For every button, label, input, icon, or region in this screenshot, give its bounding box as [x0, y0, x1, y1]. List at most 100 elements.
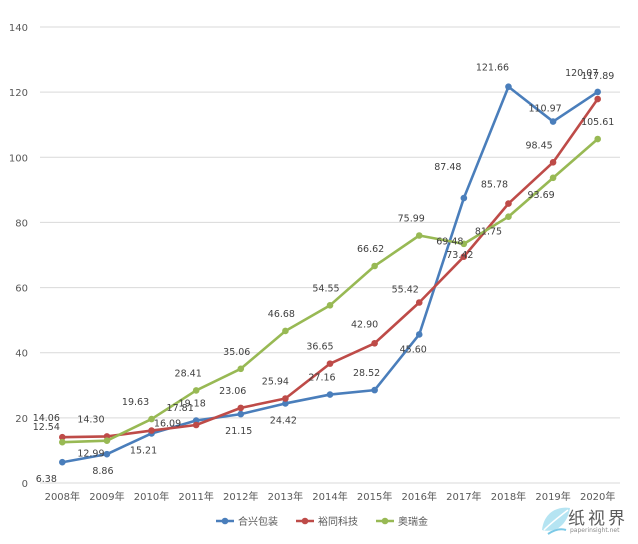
data-point: [415, 232, 423, 239]
data-point: [415, 331, 423, 338]
data-point: [192, 421, 200, 429]
data-point: [192, 387, 200, 394]
x-tick-label: 2017年: [446, 490, 481, 503]
data-point: [59, 438, 66, 446]
data-point: [59, 433, 66, 441]
legend-marker: [381, 517, 389, 525]
data-point: [148, 415, 155, 423]
data-label: 35.06: [223, 347, 250, 358]
data-point: [282, 400, 289, 407]
data-label: 117.89: [581, 71, 614, 82]
data-point: [549, 118, 557, 125]
data-label: 73.42: [446, 250, 473, 261]
data-point: [460, 240, 468, 248]
data-point: [326, 302, 334, 309]
x-tick-label: 2020年: [580, 490, 615, 503]
y-tick-label: 60: [15, 284, 28, 295]
data-label: 17.81: [167, 403, 194, 414]
data-label: 21.15: [225, 426, 252, 437]
x-tick-label: 2014年: [312, 490, 347, 503]
watermark-title: 纸视界: [568, 509, 628, 529]
data-label: 14.06: [33, 413, 60, 424]
data-point: [237, 404, 245, 412]
data-point: [415, 299, 423, 306]
y-tick-labels: 0 20 40 60 80 100 120 140: [9, 23, 28, 490]
data-label: 25.94: [262, 377, 289, 388]
data-point: [549, 174, 557, 182]
data-point: [594, 88, 601, 96]
x-tick-label: 2019年: [535, 490, 570, 503]
x-tick-label: 2013年: [268, 490, 303, 503]
legend-marker: [301, 517, 309, 525]
data-label: 87.48: [434, 162, 461, 173]
data-label: 42.90: [351, 319, 378, 330]
legend: 合兴包装 裕同科技 奥瑞金: [216, 515, 428, 528]
x-tick-label: 2008年: [45, 490, 80, 503]
y-tick-label: 0: [22, 479, 28, 490]
data-labels: 6.38 8.86 15.21 19.18 21.15 24.42 27.16 28.52 45…: [33, 63, 615, 485]
data-label: 69.48: [436, 237, 463, 248]
y-tick-label: 80: [15, 218, 28, 229]
data-point: [103, 437, 111, 444]
data-label: 28.52: [353, 368, 380, 379]
data-point: [237, 410, 245, 418]
data-label: 19.63: [122, 397, 149, 408]
data-label: 98.45: [525, 140, 552, 151]
data-label: 6.38: [36, 474, 57, 485]
series-layer: [59, 83, 601, 466]
data-label: 121.66: [476, 63, 509, 74]
data-point: [549, 159, 557, 166]
data-label: 105.61: [581, 117, 614, 128]
watermark-leaf-icon: [542, 507, 570, 535]
data-point: [371, 339, 378, 347]
data-label: 19.18: [179, 399, 206, 410]
data-point: [594, 135, 601, 143]
data-point: [326, 391, 334, 398]
data-point: [460, 253, 468, 260]
legend-label: 合兴包装: [238, 515, 278, 528]
data-label: 24.42: [270, 415, 297, 426]
data-label: 45.60: [400, 344, 427, 355]
y-tick-label: 140: [9, 23, 28, 34]
y-tick-label: 20: [15, 414, 28, 425]
y-tick-label: 40: [15, 349, 28, 360]
data-point: [594, 95, 601, 103]
legend-marker: [221, 517, 229, 525]
data-point: [505, 200, 512, 207]
legend-label: 奥瑞金: [398, 515, 428, 528]
data-point: [371, 262, 378, 270]
data-point: [326, 360, 334, 367]
data-label: 75.99: [398, 213, 425, 224]
data-label: 12.54: [33, 422, 60, 433]
data-point: [282, 395, 289, 402]
data-label: 46.68: [268, 309, 295, 320]
data-label: 23.06: [219, 386, 246, 397]
data-point: [103, 450, 111, 458]
data-point: [371, 386, 378, 394]
legend-label: 裕同科技: [318, 515, 358, 528]
data-label: 12.99: [77, 449, 104, 460]
data-point: [505, 213, 512, 221]
data-label: 16.09: [154, 419, 181, 430]
x-tick-label: 2012年: [223, 490, 258, 503]
data-label: 120.07: [565, 68, 598, 79]
watermark-logo: 纸视界 paperinsight.net: [536, 500, 636, 540]
data-label: 36.65: [306, 342, 333, 353]
data-point: [59, 458, 66, 466]
data-label: 15.21: [130, 445, 157, 456]
data-label: 54.55: [312, 283, 339, 294]
data-label: 85.78: [481, 180, 508, 191]
x-tick-label: 2009年: [89, 490, 124, 503]
data-label: 55.42: [392, 284, 419, 295]
data-label: 110.97: [528, 104, 561, 115]
data-label: 93.69: [527, 190, 554, 201]
x-tick-label: 2016年: [402, 490, 437, 503]
watermark-url: paperinsight.net: [570, 527, 620, 534]
data-point: [282, 327, 289, 335]
data-label: 81.75: [475, 227, 502, 238]
grid-layer: [40, 26, 620, 484]
x-tick-label: 2010年: [134, 490, 169, 503]
x-tick-label: 2018年: [491, 490, 526, 503]
